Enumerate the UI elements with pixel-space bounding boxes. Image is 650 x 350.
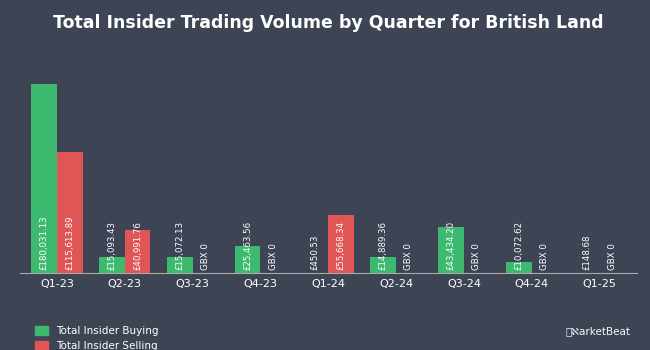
Bar bbox=[235, 246, 261, 273]
Bar bbox=[438, 228, 464, 273]
Text: GBX 0: GBX 0 bbox=[269, 244, 278, 271]
Text: GBX 0: GBX 0 bbox=[540, 244, 549, 271]
Text: £40,991.76: £40,991.76 bbox=[133, 222, 142, 271]
Bar bbox=[31, 84, 57, 273]
Text: £14,889.36: £14,889.36 bbox=[379, 222, 387, 271]
Text: £15,072.13: £15,072.13 bbox=[175, 221, 184, 271]
Text: £450.53: £450.53 bbox=[311, 235, 320, 271]
Bar bbox=[167, 257, 192, 273]
Text: £55,668.34: £55,668.34 bbox=[337, 221, 346, 271]
Text: GBX 0: GBX 0 bbox=[404, 244, 413, 271]
Text: £180,031.13: £180,031.13 bbox=[40, 216, 49, 271]
Text: £148.68: £148.68 bbox=[582, 235, 592, 271]
Bar bbox=[328, 215, 354, 273]
Text: £25,463.56: £25,463.56 bbox=[243, 221, 252, 271]
Bar bbox=[99, 257, 125, 273]
Text: £43,434.20: £43,434.20 bbox=[447, 221, 456, 271]
Bar bbox=[57, 152, 83, 273]
Text: £115,613.89: £115,613.89 bbox=[65, 216, 74, 271]
Title: Total Insider Trading Volume by Quarter for British Land: Total Insider Trading Volume by Quarter … bbox=[53, 14, 604, 32]
Bar bbox=[370, 257, 396, 273]
Text: ⾊ℵarketBeat: ⾊ℵarketBeat bbox=[566, 326, 630, 336]
Text: GBX 0: GBX 0 bbox=[473, 244, 482, 271]
Bar bbox=[506, 262, 532, 273]
Text: GBX 0: GBX 0 bbox=[201, 244, 210, 271]
Text: £10,072.62: £10,072.62 bbox=[514, 221, 523, 271]
Text: £15,093.43: £15,093.43 bbox=[107, 222, 116, 271]
Legend: Total Insider Buying, Total Insider Selling: Total Insider Buying, Total Insider Sell… bbox=[31, 322, 162, 350]
Text: GBX 0: GBX 0 bbox=[608, 244, 617, 271]
Bar bbox=[125, 230, 150, 273]
